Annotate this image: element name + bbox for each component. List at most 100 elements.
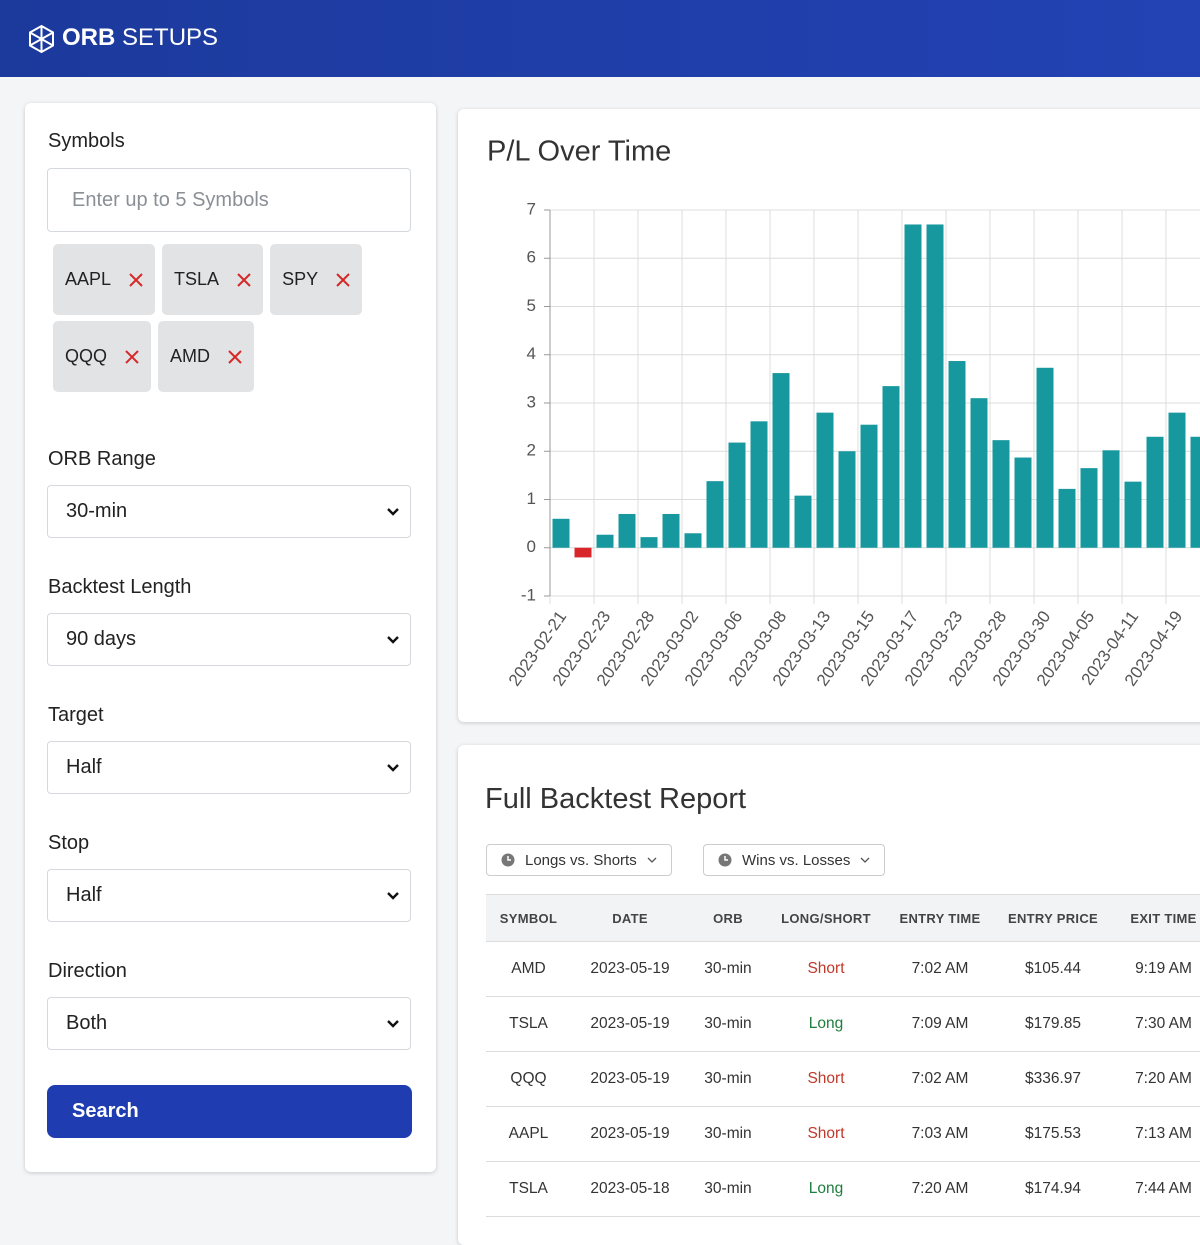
chart: P/L Over Time -1012345672023-02-212023-0… — [458, 109, 1200, 722]
bar — [795, 496, 812, 548]
bar — [993, 440, 1010, 548]
table-cell: 7:13 AM — [1111, 1107, 1200, 1162]
table-cell: 7:30 AM — [1111, 997, 1200, 1052]
table-cell: $179.85 — [995, 997, 1111, 1052]
table-cell: AMD — [486, 942, 571, 997]
bar — [685, 533, 702, 547]
field-label: Target — [48, 704, 104, 727]
select[interactable]: 30-min — [47, 485, 411, 538]
table-cell: 7:03 AM — [885, 1107, 995, 1162]
filter-label: Wins vs. Losses — [742, 852, 850, 869]
chip-label: QQQ — [65, 346, 107, 367]
select-value: 30-min — [66, 500, 127, 523]
field-label: Backtest Length — [48, 576, 191, 599]
bar — [1147, 437, 1164, 548]
page: ORB SETUPS Symbols Enter up to 5 Symbols… — [0, 0, 1200, 1200]
remove-icon[interactable] — [129, 273, 143, 287]
table-cell: 30-min — [689, 942, 767, 997]
filter-label: Longs vs. Shorts — [525, 852, 637, 869]
select[interactable]: Half — [47, 741, 411, 794]
chip-label: AAPL — [65, 269, 111, 290]
select[interactable]: Both — [47, 997, 411, 1050]
table-cell: TSLA — [486, 997, 571, 1052]
chip-label: TSLA — [174, 269, 219, 290]
y-tick-label: 0 — [527, 537, 536, 556]
remove-icon[interactable] — [237, 273, 251, 287]
bar — [1037, 368, 1054, 548]
chevron — [386, 891, 400, 901]
remove-icon[interactable] — [125, 350, 139, 364]
table-cell: 7:44 AM — [1111, 1162, 1200, 1217]
remove-icon[interactable] — [336, 273, 350, 287]
table-cell: Short — [767, 1107, 885, 1162]
table-cell: AAPL — [486, 1107, 571, 1162]
table-cell: 30-min — [689, 1107, 767, 1162]
column-header: SYMBOL — [486, 895, 571, 942]
bar — [1081, 468, 1098, 548]
y-tick-label: -1 — [521, 585, 536, 604]
symbol-input[interactable]: Enter up to 5 Symbols — [47, 168, 411, 232]
bar — [1015, 458, 1032, 548]
field-label: Stop — [48, 832, 89, 855]
select-value: Both — [66, 1012, 107, 1035]
chevron — [386, 507, 400, 517]
chevron — [386, 635, 400, 645]
table-cell: 2023-05-18 — [571, 1162, 689, 1217]
column-header: ENTRY TIME — [885, 895, 995, 942]
select-value: Half — [66, 884, 102, 907]
bar — [817, 413, 834, 548]
table-cell: Short — [767, 1052, 885, 1107]
bar — [971, 398, 988, 548]
table-cell: 2023-05-19 — [571, 997, 689, 1052]
table-cell: 2023-05-19 — [571, 1107, 689, 1162]
table-cell: 7:02 AM — [885, 1052, 995, 1107]
symbol-chip: SPY — [270, 244, 362, 315]
chip-label: AMD — [170, 346, 210, 367]
bar — [883, 386, 900, 548]
table-cell: 7:02 AM — [885, 942, 995, 997]
select[interactable]: 90 days — [47, 613, 411, 666]
column-header: DATE — [571, 895, 689, 942]
select[interactable]: Half — [47, 869, 411, 922]
y-tick-label: 2 — [527, 441, 536, 460]
table-cell: 2023-05-19 — [571, 942, 689, 997]
brand-light: SETUPS — [122, 24, 218, 51]
bar — [751, 421, 768, 547]
brand[interactable]: ORB SETUPS — [62, 24, 218, 52]
table-cell: 7:20 AM — [1111, 1052, 1200, 1107]
bar — [1059, 489, 1076, 548]
chevron — [860, 857, 870, 864]
column-header: LONG/SHORT — [767, 895, 885, 942]
bar — [1103, 450, 1120, 547]
remove-icon[interactable] — [228, 350, 242, 364]
bar — [597, 535, 614, 548]
bar — [927, 224, 944, 547]
table-cell: Short — [767, 942, 885, 997]
y-tick-label: 1 — [527, 489, 536, 508]
y-tick-label: 6 — [527, 248, 536, 267]
bar — [663, 514, 680, 548]
filter-button[interactable]: Wins vs. Losses — [703, 844, 885, 876]
chip-list: AAPL TSLA SPY QQQ AMD — [53, 244, 393, 392]
search-button[interactable]: Search — [47, 1085, 412, 1138]
bar — [861, 425, 878, 548]
bar — [619, 514, 636, 548]
filter-button[interactable]: Longs vs. Shorts — [486, 844, 672, 876]
select-value: 90 days — [66, 628, 136, 651]
y-tick-label: 7 — [527, 199, 536, 218]
chevron — [386, 1019, 400, 1029]
field-label: Direction — [48, 960, 127, 983]
clock-icon — [501, 853, 515, 867]
table-cell: 30-min — [689, 997, 767, 1052]
table-cell: $105.44 — [995, 942, 1111, 997]
table-cell: $336.97 — [995, 1052, 1111, 1107]
bar — [641, 537, 658, 548]
